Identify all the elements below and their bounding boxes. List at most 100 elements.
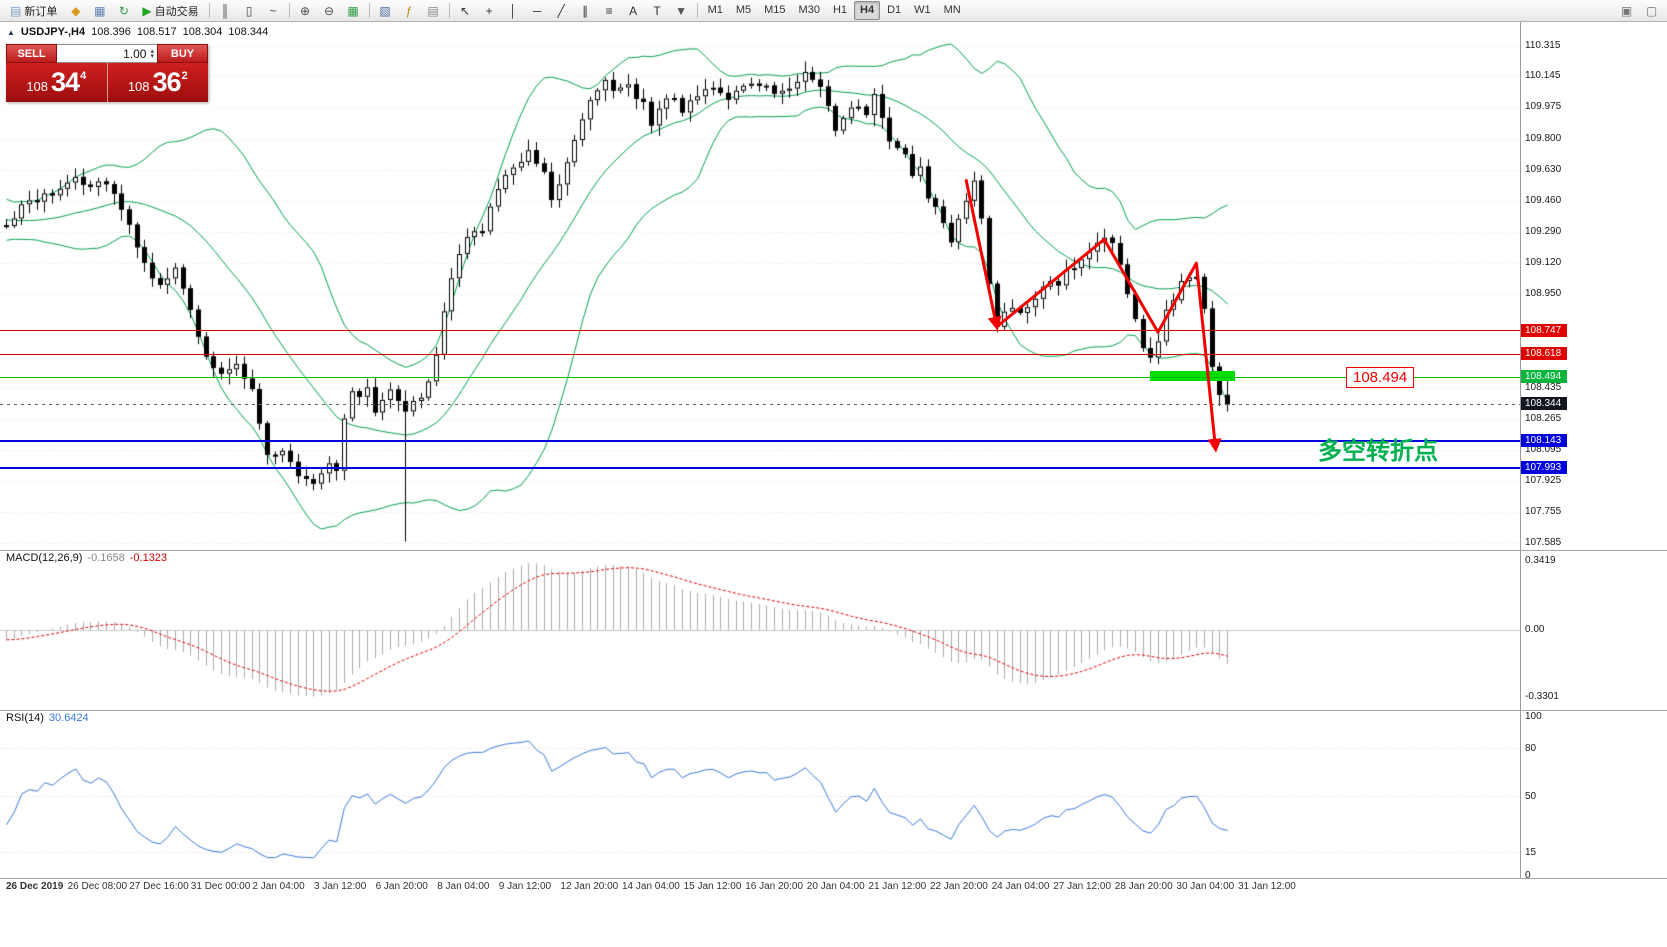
volume-value[interactable]: 1.00 [123, 46, 147, 61]
shapes-icon[interactable]: ▼ [670, 1, 693, 21]
volume-down-button[interactable]: ▾ [150, 52, 154, 60]
tile-windows-icon[interactable]: ▦ [342, 1, 365, 21]
price-axis-label: 109.975 [1525, 101, 1562, 113]
price-axis-label: 109.630 [1525, 164, 1562, 176]
price-tag-108.143: 108.143 [1521, 433, 1567, 447]
chart-marker-icon: ▲ [7, 27, 15, 37]
indicators-icon-glyph: ƒ [405, 3, 413, 18]
horizontal-line-108.747[interactable] [0, 330, 1520, 332]
macd-indicator-label: MACD(12,26,9) -0.1658 -0.1323 [6, 552, 167, 564]
zoom-in-icon[interactable]: ⊕ [294, 1, 317, 21]
zoom-out-icon[interactable]: ⊖ [318, 1, 341, 21]
time-axis-label: 31 Dec 00:00 [190, 881, 251, 892]
volume-up-button[interactable]: ▴ [150, 47, 154, 55]
bar-chart-mode-icon[interactable]: ║ [214, 1, 237, 21]
buy-price-pipette: 2 [181, 69, 188, 82]
new-order-button[interactable]: ▤ 新订单 [4, 1, 63, 21]
horizontal-line-icon-glyph: ─ [532, 3, 542, 18]
line-chart-mode-icon[interactable]: ~ [262, 1, 285, 21]
chart-header: ▲ USDJPY-,H4 108.396 108.517 108.304 108… [7, 26, 268, 38]
volume-field[interactable]: 1.00 ▴ ▾ [57, 44, 157, 63]
price-divider [106, 63, 108, 102]
text-icon-glyph: A [629, 3, 638, 18]
macd-axis-label: 0.3419 [1525, 555, 1556, 566]
macd-name: MACD(12,26,9) [6, 552, 83, 564]
templates-icon-glyph: ▤ [427, 3, 439, 18]
candlestick-mode-icon-glyph: ▯ [245, 3, 253, 18]
timeframe-m30-button[interactable]: M30 [798, 4, 820, 16]
horizontal-line-107.993[interactable] [0, 467, 1520, 470]
sell-price-pipette: 4 [80, 69, 87, 82]
macd-rsi-separator[interactable] [0, 710, 1667, 711]
horizontal-line-108.494[interactable] [0, 376, 1520, 378]
indicators-icon[interactable]: ƒ [398, 1, 421, 21]
vertical-line-icon[interactable]: │ [502, 1, 525, 21]
auto-trading-button[interactable]: ▶ 自动交易 [136, 1, 204, 21]
time-axis-label: 3 Jan 12:00 [314, 881, 367, 892]
sell-button[interactable]: SELL [6, 44, 57, 63]
text-icon[interactable]: A [622, 1, 645, 21]
horizontal-line-108.143[interactable] [0, 439, 1520, 442]
time-axis-label: 8 Jan 04:00 [437, 881, 490, 892]
cursor-icon[interactable]: ↖ [454, 1, 477, 21]
horizontal-line-icon[interactable]: ─ [526, 1, 549, 21]
time-axis-label: 24 Jan 04:00 [991, 881, 1050, 892]
timeframe-mn-button[interactable]: MN [943, 4, 961, 16]
toolbar-fullscreen-icon[interactable]: ▢ [1640, 1, 1663, 21]
fibonacci-icon[interactable]: ≡ [598, 1, 621, 21]
refresh-icon[interactable]: ↻ [112, 1, 135, 21]
timeframe-m15-button[interactable]: M15 [764, 4, 786, 16]
high-value: 108.517 [136, 26, 177, 38]
trendline-icon[interactable]: ╱ [550, 1, 573, 21]
price-axis-label: 109.460 [1525, 195, 1562, 207]
candlestick-mode-icon[interactable]: ▯ [238, 1, 261, 21]
timeframe-h1-button[interactable]: H1 [832, 4, 848, 16]
sell-price[interactable]: 108 34 4 [6, 63, 107, 102]
price-axis-label: 108.265 [1525, 412, 1562, 424]
timeframe-d1-button[interactable]: D1 [887, 4, 902, 16]
volume-spinner[interactable]: ▴ ▾ [150, 47, 154, 60]
one-click-trading-panel[interactable]: SELL 1.00 ▴ ▾ BUY 108 34 4 108 36 2 [6, 44, 208, 102]
macd-main-value: -0.1658 [87, 552, 125, 564]
timeframe-m1-button[interactable]: M1 [707, 4, 723, 16]
timeframe-h4-button[interactable]: H4 [854, 1, 881, 20]
templates-icon[interactable]: ▤ [422, 1, 445, 21]
rsi-axis-label: 15 [1525, 847, 1537, 858]
macd-axis-label: 0.00 [1525, 624, 1545, 635]
toolbar-windows-icon[interactable]: ▣ [1615, 1, 1638, 21]
time-axis-label: 12 Jan 20:00 [560, 881, 619, 892]
horizontal-line-108.618[interactable] [0, 353, 1520, 355]
buy-button[interactable]: BUY [157, 44, 208, 63]
time-axis-separator[interactable] [0, 878, 1667, 879]
timeframe-m5-button[interactable]: M5 [735, 4, 752, 16]
price-axis-label: 107.755 [1525, 505, 1562, 517]
turning-point-text[interactable]: 多空转折点 [1318, 438, 1438, 465]
profiles-icon[interactable]: ▦ [88, 1, 111, 21]
buy-price[interactable]: 108 36 2 [108, 63, 209, 102]
main-toolbar: ▤ 新订单 ◆ ▦ ↻ ▶ 自动交易 ║ ▯ ~ ⊕ ⊖ ▦ ▧ ƒ ▤ ↖ + │ ─ ╱ ∥ ≡ A T ▼ M1 M5 M15 M3… [0, 0, 1667, 22]
timeframe-w1-button[interactable]: W1 [914, 4, 931, 16]
channel-icon[interactable]: ∥ [574, 1, 597, 21]
time-axis-label: 22 Jan 20:00 [930, 881, 988, 892]
crosshair-icon[interactable]: + [478, 1, 501, 21]
price-axis-label: 108.950 [1525, 288, 1562, 299]
cursor-icon-glyph: ↖ [460, 3, 471, 18]
symbol-period-label: USDJPY-,H4 [20, 26, 86, 38]
time-axis-label: 15 Jan 12:00 [683, 881, 742, 892]
label-icon[interactable]: T [646, 1, 669, 21]
zoom-out-icon-glyph: ⊖ [324, 3, 335, 18]
main-macd-separator[interactable] [0, 550, 1667, 551]
time-axis-label: 9 Jan 12:00 [498, 881, 552, 892]
rsi-indicator-label: RSI(14) 30.6424 [6, 712, 89, 724]
chart-window-icon[interactable]: ◆ [64, 1, 87, 21]
profiles-icon-glyph: ▦ [94, 3, 106, 18]
price-tag-108.344: 108.344 [1521, 397, 1567, 411]
channel-icon-glyph: ∥ [582, 3, 589, 18]
price-axis-column[interactable] [1521, 22, 1667, 878]
time-axis-label: 26 Dec 2019 [6, 881, 64, 892]
price-level-callout[interactable]: 108.494 [1346, 367, 1415, 388]
new-chart-icon[interactable]: ▧ [374, 1, 397, 21]
